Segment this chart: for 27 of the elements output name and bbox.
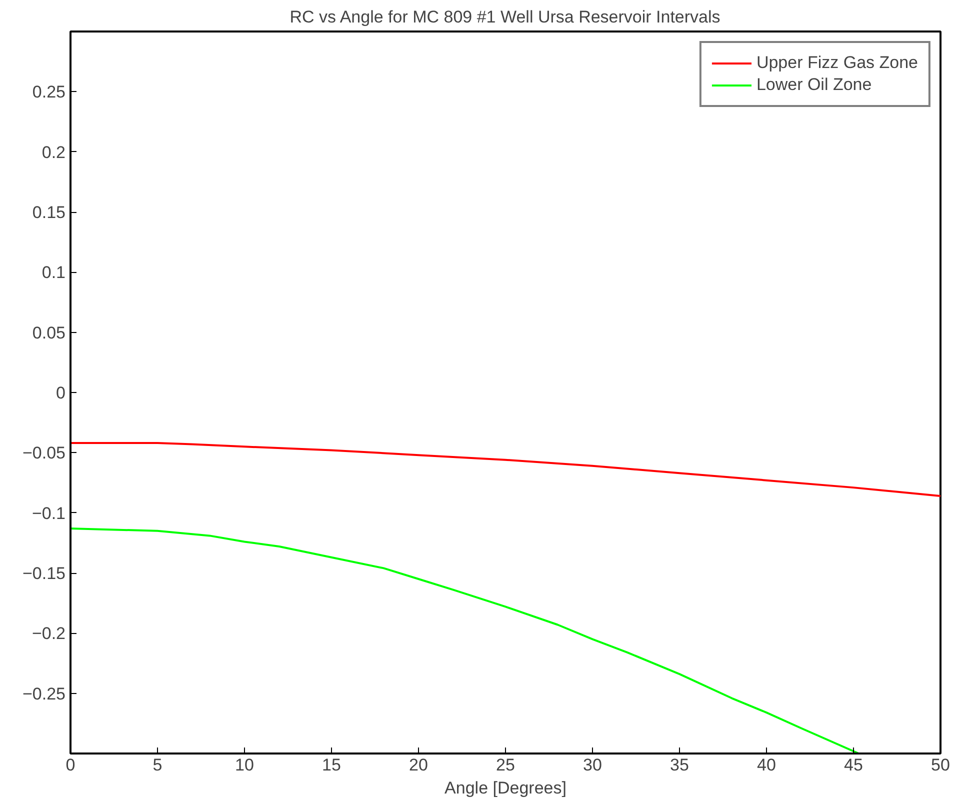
y-tick-label: −0.1 [32, 504, 66, 523]
y-tick-label: 0.1 [42, 263, 66, 282]
legend-label: Lower Oil Zone [756, 75, 872, 95]
y-tick-label: −0.25 [22, 684, 66, 704]
x-tick-label: 5 [152, 756, 162, 774]
y-tick-label: 0.15 [32, 203, 66, 222]
y-tick-label: 0.25 [32, 82, 66, 102]
x-tick-label: 25 [496, 756, 515, 774]
legend-label: Upper Fizz Gas Zone [756, 53, 918, 73]
x-tick-label: 10 [235, 756, 254, 774]
y-tick-label: 0.05 [32, 323, 66, 342]
y-tick-label: 0 [56, 384, 66, 402]
x-tick-label: 35 [670, 756, 689, 774]
line-series [70, 442, 940, 497]
x-axis-title: Angle [Degrees] [444, 778, 566, 798]
line-series [70, 527, 860, 754]
x-tick-label: 50 [931, 756, 950, 774]
x-tick-label: 15 [322, 756, 341, 774]
y-tick-label: −0.2 [32, 624, 66, 644]
x-tick-label: 20 [409, 756, 428, 774]
y-tick-label: −0.05 [22, 444, 66, 463]
y-tick-label: 0.2 [42, 142, 66, 162]
x-tick-label: 45 [844, 756, 863, 774]
chart-title: RC vs Angle for MC 809 #1 Well Ursa Reservoir Intervals [290, 8, 720, 26]
y-tick-label: −0.15 [22, 564, 66, 583]
x-tick-label: 40 [757, 756, 776, 774]
x-tick-label: 30 [583, 756, 602, 774]
